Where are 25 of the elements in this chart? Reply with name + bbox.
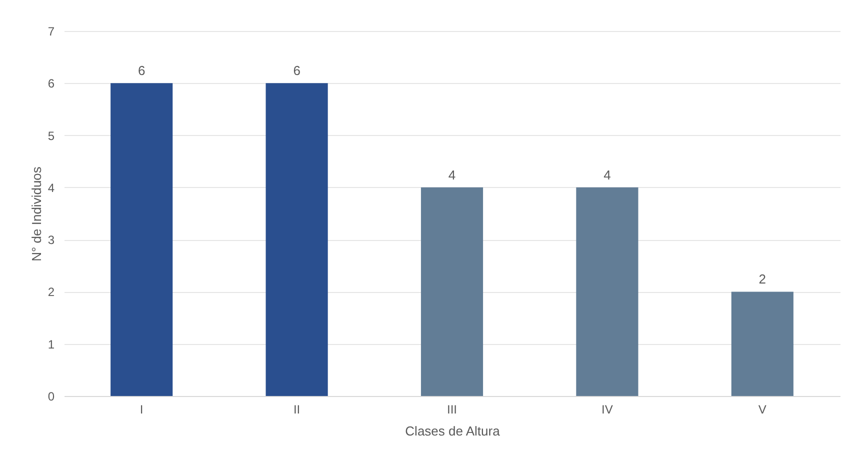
bar [731,292,794,396]
x-axis-title: Clases de Altura [405,424,501,438]
y-tick-label: 3 [48,233,55,248]
x-tick-label: I [140,402,144,416]
bar [420,187,484,396]
data-label: 4 [448,167,456,182]
data-label: 2 [758,272,766,287]
data-label: 4 [604,167,611,182]
y-tick-label: 0 [48,390,55,404]
x-tick-label: III [446,402,458,416]
data-label: 6 [293,63,300,78]
y-tick-label: 7 [48,24,55,38]
bar [576,187,638,396]
y-tick-label: 2 [48,285,55,300]
x-tick-label: V [758,402,766,416]
y-tick-label: 5 [48,128,55,143]
y-tick-label: 1 [48,337,55,352]
y-axis-title: N° de Individuos [28,166,44,262]
y-tick-label: 6 [48,76,55,91]
x-tick-label: II [293,402,300,416]
x-tick-label: IV [602,402,613,416]
bar [266,83,328,396]
y-tick-label: 4 [48,180,55,195]
bar [110,83,173,396]
data-label: 6 [138,63,146,78]
